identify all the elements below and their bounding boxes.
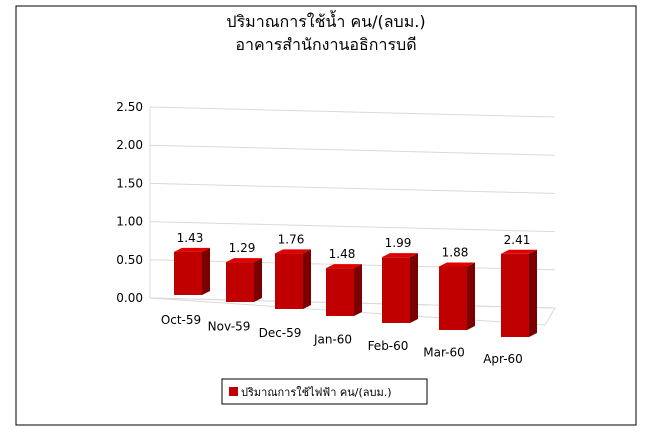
data-label: 1.48 [329,247,356,261]
grid-line [149,144,556,156]
bar [501,253,529,337]
bar-top [501,249,537,254]
bar [382,257,410,323]
data-label: 2.41 [504,233,531,247]
y-tick-label: 1.00 [116,215,143,229]
legend-label: ปริมาณการใช้ไฟฟ้า คน/(ลบม.) [241,386,392,399]
bar [439,266,467,330]
bar-side [303,249,311,309]
bar [275,253,303,309]
bar-top [382,253,418,258]
chart-subtitle: อาคารสำนักงานอธิการบดี [235,35,416,54]
grid-line [149,221,556,233]
data-label: 1.29 [229,241,256,255]
y-tick-label: 2.50 [116,100,143,114]
bar-top [439,262,475,267]
x-tick-label: Dec-59 [259,326,302,340]
data-label: 1.76 [278,232,305,246]
x-tick-label: Apr-60 [483,352,523,366]
bar-top [226,258,262,263]
legend-swatch [229,387,238,396]
bar-side [529,249,537,337]
y-tick-label: 2.00 [116,138,143,152]
y-tick-label: 0.00 [116,291,143,305]
chart-title: ปริมาณการใช้น้ำ คน/(ลบม.) [226,10,425,31]
bar-side [354,264,362,316]
data-label: 1.43 [177,231,204,245]
bar-side [202,247,210,295]
x-tick-label: Nov-59 [208,320,251,334]
chart-frame [15,5,637,426]
y-tick-label: 1.50 [116,176,143,190]
bar-side [410,253,418,323]
legend-box [221,378,428,405]
bar-top [275,249,311,254]
bar [326,268,354,316]
y-tick-label: 0.50 [116,253,143,267]
bar-top [326,264,362,269]
grid-line [149,106,556,118]
bar [226,262,254,302]
bar-side [254,258,262,302]
bar-top [174,247,210,252]
data-label: 1.99 [385,236,412,250]
bar-side [467,262,475,330]
data-label: 1.88 [442,245,469,259]
bar [174,251,202,295]
x-tick-label: Feb-60 [368,339,409,353]
x-tick-label: Jan-60 [313,333,352,347]
x-tick-label: Oct-59 [161,313,201,327]
x-tick-label: Mar-60 [423,346,464,360]
grid-line [149,182,556,194]
